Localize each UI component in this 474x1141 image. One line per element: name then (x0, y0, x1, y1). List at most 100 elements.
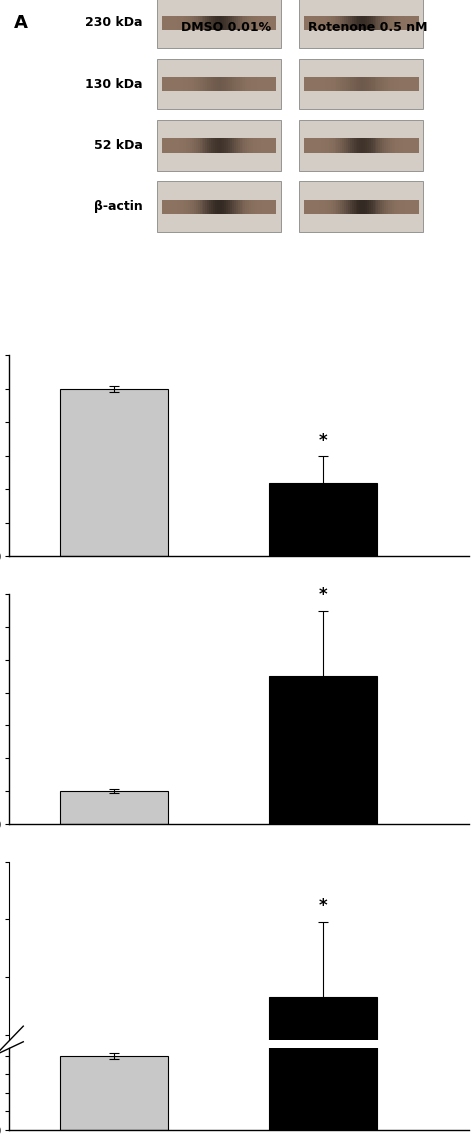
Bar (314, 16, 316, 30)
Bar (156, 0, 281, 48)
Bar (348, 16, 350, 30)
Bar (232, 78, 234, 91)
Bar (342, 138, 344, 153)
Bar (319, 138, 321, 153)
Bar (232, 138, 234, 153)
Bar (367, 16, 369, 30)
Bar (410, 78, 413, 91)
Bar (179, 200, 181, 213)
Bar (388, 16, 390, 30)
Bar (340, 16, 342, 30)
Bar (363, 78, 365, 91)
Bar (409, 138, 411, 153)
Text: 130 kDa: 130 kDa (85, 78, 143, 90)
Bar (167, 16, 169, 30)
Bar (207, 200, 210, 213)
Bar (188, 16, 191, 30)
Bar (354, 78, 356, 91)
Text: Rotenone 0.5 nM: Rotenone 0.5 nM (309, 21, 428, 33)
Bar (329, 16, 331, 30)
Bar (348, 200, 350, 213)
Bar (405, 200, 407, 213)
Bar (192, 78, 194, 91)
Bar (380, 138, 383, 153)
Bar (268, 200, 270, 213)
Bar (310, 16, 312, 30)
Bar (405, 78, 407, 91)
Bar (344, 200, 346, 213)
Bar (369, 16, 371, 30)
Bar (232, 200, 234, 213)
Bar (188, 78, 191, 91)
Bar (182, 78, 185, 91)
Bar (186, 16, 189, 30)
Bar (403, 138, 405, 153)
Bar (409, 16, 411, 30)
Bar (238, 138, 240, 153)
Bar (412, 16, 415, 30)
Bar (335, 16, 337, 30)
Bar (359, 16, 362, 30)
Bar (240, 16, 242, 30)
Bar (261, 138, 263, 153)
Bar (414, 138, 417, 153)
Bar (270, 138, 272, 153)
Bar (299, 120, 423, 171)
Bar (164, 16, 165, 30)
Bar (321, 138, 323, 153)
Bar (363, 16, 365, 30)
Bar (373, 16, 375, 30)
Bar (173, 16, 175, 30)
Bar (319, 200, 321, 213)
Bar (211, 138, 213, 153)
Bar (217, 78, 219, 91)
Bar (224, 138, 227, 153)
Bar (253, 16, 255, 30)
Bar (264, 78, 266, 91)
Bar (312, 78, 314, 91)
Bar (319, 16, 321, 30)
Bar (186, 78, 189, 91)
Bar (388, 138, 390, 153)
Bar (399, 138, 401, 153)
Bar (318, 78, 319, 91)
Bar (371, 78, 373, 91)
Bar (230, 138, 232, 153)
Bar (268, 138, 270, 153)
Bar (308, 200, 310, 213)
Bar (359, 200, 362, 213)
Bar (395, 200, 398, 213)
Bar (247, 78, 249, 91)
Bar (380, 16, 383, 30)
Bar (361, 16, 364, 30)
Bar (333, 138, 335, 153)
Bar (361, 200, 364, 213)
Bar (397, 200, 400, 213)
Bar (325, 138, 327, 153)
Bar (167, 200, 169, 213)
Bar (395, 138, 398, 153)
Text: 52 kDa: 52 kDa (94, 139, 143, 152)
Bar (373, 138, 375, 153)
Bar (259, 78, 261, 91)
Bar (352, 78, 354, 91)
Text: DMSO 0.01%: DMSO 0.01% (181, 21, 271, 33)
Bar (376, 138, 379, 153)
Bar (209, 138, 211, 153)
Bar (376, 16, 379, 30)
Bar (236, 78, 238, 91)
Bar (367, 138, 369, 153)
Bar (378, 200, 381, 213)
Bar (407, 200, 409, 213)
Bar (269, 1044, 377, 1130)
Bar (242, 138, 244, 153)
Bar (335, 200, 337, 213)
Bar (304, 78, 306, 91)
Bar (236, 138, 238, 153)
Bar (266, 138, 268, 153)
Bar (392, 138, 394, 153)
Bar (228, 200, 230, 213)
Bar (259, 200, 261, 213)
Bar (380, 200, 383, 213)
Bar (165, 200, 167, 213)
